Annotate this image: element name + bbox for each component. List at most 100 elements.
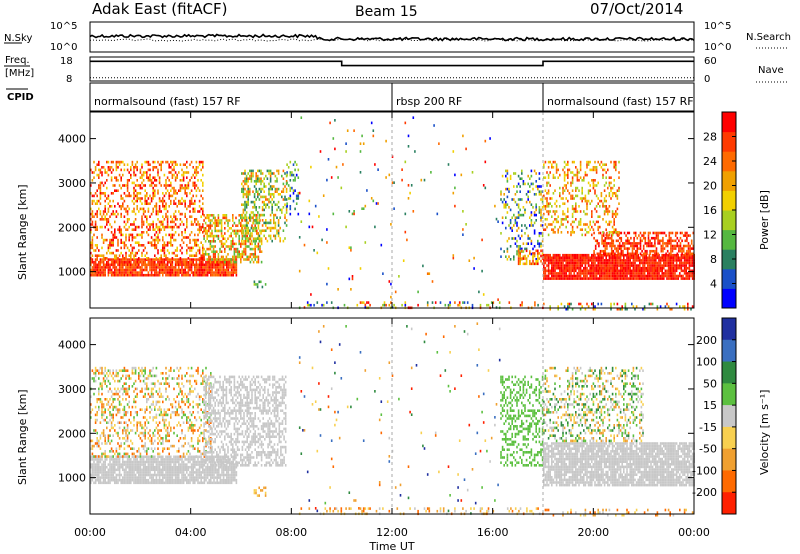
data-cell: [133, 468, 135, 472]
data-cell: [202, 184, 204, 187]
data-cell: [158, 268, 161, 272]
data-cell: [98, 458, 100, 461]
data-cell: [126, 481, 129, 485]
data-cell: [131, 249, 134, 252]
data-cell: [209, 214, 212, 217]
data-cell: [417, 303, 419, 307]
data-cell: [624, 302, 627, 306]
data-cell: [610, 274, 612, 278]
data-cell: [144, 210, 146, 213]
data-cell: [517, 245, 520, 248]
data-cell: [152, 228, 154, 231]
data-cell: [94, 166, 97, 169]
data-cell: [158, 231, 161, 234]
data-cell: [146, 171, 148, 174]
data-cell: [666, 253, 668, 257]
data-cell: [648, 261, 651, 265]
data-cell: [631, 253, 633, 257]
data-cell: [109, 241, 111, 244]
data-cell: [645, 261, 647, 265]
data-cell: [98, 163, 100, 166]
data-cell: [297, 212, 300, 216]
data-cell: [152, 181, 154, 185]
data-cell: [211, 266, 214, 269]
data-cell: [101, 233, 103, 237]
data-cell: [547, 277, 550, 280]
data-cell: [663, 242, 666, 245]
data-cell: [139, 266, 142, 269]
data-cell: [170, 220, 172, 224]
data-cell: [619, 264, 622, 267]
data-cell: [674, 231, 677, 235]
data-cell: [136, 179, 138, 182]
data-cell: [567, 305, 569, 308]
data-cell: [154, 233, 156, 237]
data-cell: [651, 302, 654, 306]
freq-tick-top: 18: [60, 56, 73, 67]
data-cell: [562, 168, 564, 172]
data-cell: [571, 274, 574, 278]
data-cell: [141, 231, 143, 234]
data-cell: [181, 251, 183, 255]
data-cell: [195, 168, 198, 172]
data-cell: [241, 219, 243, 222]
data-cell: [217, 255, 220, 259]
data-cell: [102, 192, 105, 195]
data-cell: [326, 228, 328, 231]
data-cell: [592, 259, 595, 262]
data-cell: [170, 241, 172, 244]
data-cell: [600, 192, 603, 195]
data-cell: [255, 206, 257, 209]
data-cell: [654, 236, 656, 240]
data-cell: [115, 160, 118, 164]
data-cell: [663, 274, 665, 278]
data-cell: [114, 476, 116, 479]
data-cell: [613, 220, 615, 224]
data-cell: [651, 269, 654, 273]
data-cell: [420, 178, 423, 182]
data-cell: [198, 249, 201, 252]
data-cell: [640, 269, 643, 273]
data-cell: [171, 218, 174, 221]
data-cell: [150, 181, 153, 185]
data-cell: [649, 249, 651, 253]
data-cell: [154, 468, 156, 472]
data-cell: [249, 187, 251, 191]
data-cell: [128, 460, 130, 464]
data-cell: [627, 269, 630, 273]
data-cell: [684, 252, 687, 256]
data-cell: [595, 277, 598, 280]
data-cell: [591, 179, 593, 182]
data-cell: [626, 274, 628, 278]
data-cell: [133, 181, 135, 185]
data-cell: [266, 239, 269, 243]
data-cell: [249, 177, 251, 180]
data-cell: [176, 254, 178, 257]
data-cell: [277, 200, 280, 204]
data-cell: [583, 176, 585, 179]
data-cell: [279, 208, 281, 212]
data-cell: [669, 272, 671, 275]
data-cell: [263, 182, 265, 186]
data-cell: [568, 302, 571, 306]
data-cell: [271, 206, 273, 209]
data-cell: [557, 305, 559, 308]
data-cell: [527, 234, 529, 238]
data-cell: [246, 234, 248, 238]
data-cell: [170, 189, 172, 192]
data-cell: [679, 259, 681, 262]
data-cell: [599, 215, 601, 218]
data-cell: [154, 258, 156, 261]
data-cell: [241, 229, 243, 232]
data-cell: [594, 189, 596, 192]
data-cell: [649, 239, 651, 243]
data-cell: [631, 256, 633, 260]
data-cell: [599, 253, 601, 257]
data-cell: [554, 202, 556, 205]
data-cell: [610, 252, 613, 256]
data-cell: [115, 460, 118, 464]
data-cell: [206, 268, 209, 272]
data-cell: [540, 249, 542, 253]
data-cell: [438, 142, 440, 145]
data-cell: [359, 150, 362, 153]
